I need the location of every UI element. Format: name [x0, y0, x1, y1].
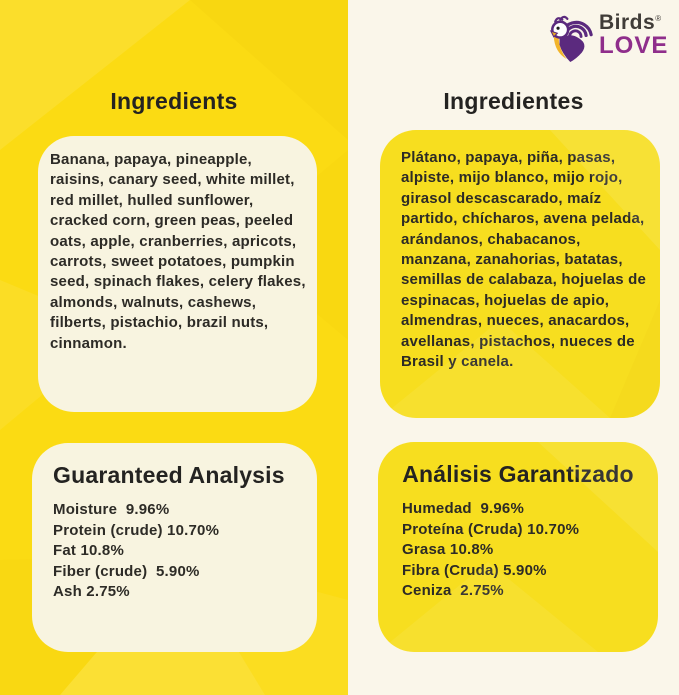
- analysis-line-fiber: Fiber (crude) 5.90%: [53, 562, 200, 580]
- guaranteed-analysis-card-en: Guaranteed Analysis Moisture 9.96% Prote…: [32, 443, 317, 652]
- analysis-line-ceniza: Ceniza 2.75%: [402, 582, 504, 600]
- brand-name-love: LOVE: [599, 32, 669, 59]
- ingredients-text-es: Plátano, papaya, piña, pasas, alpiste, m…: [401, 149, 647, 371]
- english-panel: Ingredients Banana, papaya, pineapple, r…: [0, 0, 348, 695]
- ingredients-card-es: Plátano, papaya, piña, pasas, alpiste, m…: [380, 130, 660, 418]
- guaranteed-analysis-heading-en: Guaranteed Analysis: [53, 462, 285, 488]
- ingredients-card-en: Banana, papaya, pineapple, raisins, cana…: [38, 136, 317, 412]
- guaranteed-analysis-heading-es: Análisis Garantizado: [402, 461, 634, 487]
- analysis-line-fat: Fat 10.8%: [53, 542, 124, 560]
- ingredients-heading-es: Ingredientes: [443, 88, 584, 114]
- analysis-line-moisture: Moisture 9.96%: [53, 501, 170, 518]
- ingredients-text-en: Banana, papaya, pineapple, raisins, cana…: [50, 151, 306, 352]
- analysis-line-humedad: Humedad 9.96%: [402, 500, 525, 517]
- ingredients-heading-en: Ingredients: [110, 88, 238, 114]
- analysis-line-proteina: Proteína (Cruda) 10.70%: [402, 520, 580, 538]
- analysis-line-ash: Ash 2.75%: [53, 583, 130, 601]
- brand-logo: Birds® LOVE: [548, 12, 668, 64]
- analysis-line-protein: Protein (crude) 10.70%: [53, 521, 220, 539]
- guaranteed-analysis-card-es: Análisis Garantizado Humedad 9.96% Prote…: [378, 442, 658, 652]
- registered-mark: ®: [655, 14, 662, 23]
- analysis-line-fibra: Fibra (Cruda) 5.90%: [402, 561, 547, 579]
- brand-name-birds: Birds®: [599, 11, 662, 34]
- spanish-panel: Birds® LOVE Ingredientes Plátano, papaya…: [348, 0, 679, 695]
- bird-heart-icon: [549, 15, 593, 62]
- analysis-line-grasa: Grasa 10.8%: [402, 541, 494, 559]
- brand-wordmark: Birds® LOVE: [599, 12, 668, 58]
